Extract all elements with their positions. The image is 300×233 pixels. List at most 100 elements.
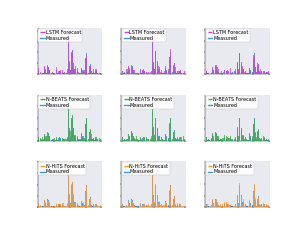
Bar	[70, 70, 71, 74]
Bar	[172, 73, 173, 74]
Bar	[85, 124, 86, 141]
Bar	[182, 139, 183, 141]
Bar	[174, 132, 175, 141]
Bar	[267, 72, 268, 74]
Bar	[155, 118, 156, 141]
Bar	[129, 136, 130, 141]
Bar	[57, 73, 58, 74]
Bar	[182, 72, 183, 74]
Bar	[177, 137, 178, 141]
Bar	[230, 68, 231, 74]
Bar	[208, 139, 209, 141]
Bar	[81, 69, 82, 74]
Bar	[79, 73, 80, 74]
Bar	[97, 205, 98, 207]
Bar	[222, 140, 223, 141]
Bar	[165, 68, 166, 74]
Bar	[180, 138, 181, 141]
Bar	[239, 53, 240, 74]
Bar	[156, 115, 157, 141]
Legend: LSTM Forecast, Measured: LSTM Forecast, Measured	[122, 29, 166, 42]
Bar	[69, 128, 70, 141]
Bar	[85, 59, 86, 74]
Bar	[132, 202, 133, 207]
Bar	[71, 52, 72, 74]
Bar	[138, 140, 139, 141]
Bar	[94, 73, 95, 74]
Bar	[92, 139, 93, 141]
Bar	[90, 197, 91, 207]
Bar	[237, 63, 238, 74]
Bar	[160, 140, 161, 141]
Bar	[126, 73, 127, 74]
Bar	[44, 199, 45, 207]
Bar	[63, 203, 64, 207]
Bar	[94, 140, 95, 141]
Bar	[144, 205, 145, 207]
Bar	[237, 195, 238, 207]
Bar	[51, 73, 52, 74]
Bar	[165, 134, 166, 141]
Bar	[93, 204, 94, 207]
Bar	[162, 139, 163, 141]
Bar	[175, 135, 176, 141]
Bar	[153, 62, 154, 74]
Bar	[142, 71, 143, 74]
Bar	[165, 202, 166, 207]
Bar	[242, 69, 243, 74]
Bar	[86, 185, 87, 207]
Bar	[42, 73, 43, 74]
Bar	[175, 72, 176, 74]
Bar	[228, 204, 229, 207]
Bar	[58, 72, 59, 74]
Bar	[170, 185, 171, 207]
Bar	[144, 204, 145, 207]
Bar	[53, 206, 54, 207]
Bar	[124, 139, 125, 141]
Bar	[126, 140, 127, 141]
Bar	[227, 204, 228, 207]
Bar	[135, 139, 136, 141]
Bar	[93, 139, 94, 141]
Bar	[222, 206, 223, 207]
Bar	[213, 204, 214, 207]
Bar	[122, 137, 123, 141]
Bar	[150, 73, 151, 74]
Bar	[176, 206, 177, 207]
Bar	[232, 140, 233, 141]
Bar	[69, 195, 70, 207]
Bar	[128, 134, 129, 141]
Bar	[264, 138, 265, 141]
Bar	[235, 69, 236, 74]
Bar	[96, 137, 97, 141]
Bar	[177, 71, 178, 74]
Bar	[96, 204, 97, 207]
Legend: N-HiTS Forecast, Measured: N-HiTS Forecast, Measured	[122, 162, 170, 175]
Bar	[84, 70, 85, 74]
Bar	[170, 48, 171, 74]
Bar	[178, 73, 179, 74]
Legend: N-HiTS Forecast, Measured: N-HiTS Forecast, Measured	[38, 162, 86, 175]
Bar	[40, 138, 41, 141]
Bar	[159, 69, 160, 74]
Bar	[217, 137, 218, 141]
Bar	[126, 139, 127, 141]
Bar	[143, 71, 144, 74]
Bar	[38, 204, 39, 207]
Bar	[69, 194, 70, 207]
Bar	[157, 62, 158, 74]
Bar	[209, 206, 210, 207]
Bar	[75, 136, 76, 141]
Bar	[218, 72, 219, 74]
Bar	[160, 139, 161, 141]
Bar	[50, 137, 51, 141]
Bar	[74, 136, 75, 141]
Bar	[160, 139, 161, 141]
Bar	[59, 137, 60, 141]
Bar	[144, 71, 145, 74]
Bar	[177, 204, 178, 207]
Bar	[126, 205, 127, 207]
Bar	[268, 72, 269, 74]
Bar	[251, 203, 252, 207]
Bar	[38, 71, 39, 74]
